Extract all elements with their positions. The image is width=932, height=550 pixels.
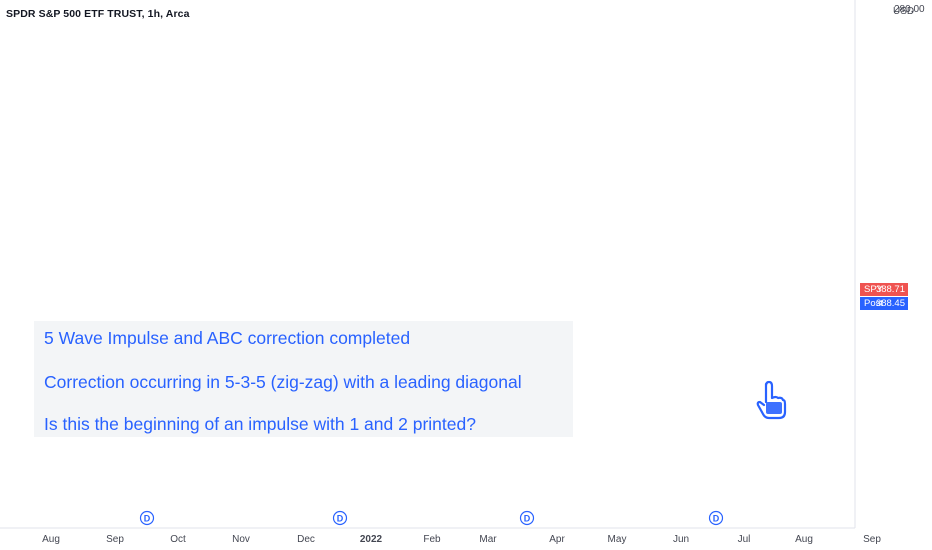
note-line-1: 5 Wave Impulse and ABC correction comple… (44, 328, 411, 348)
note-line-3: Is this the beginning of an impulse with… (44, 414, 476, 434)
last-price-symbol: SPY (864, 284, 884, 295)
x-tick-label: Nov (232, 534, 250, 545)
x-tick-label: Aug (42, 534, 60, 545)
dividend-marker-icon (519, 510, 535, 526)
pointing-hand-shape (756, 380, 787, 420)
last-price-tag: SPY 388.71 (860, 283, 908, 296)
x-tick-label: Dec (297, 534, 315, 545)
pointing-hand-fill (766, 402, 782, 414)
x-tick-label: Jun (673, 534, 689, 545)
x-tick-label: Feb (423, 534, 441, 545)
dividend-marker-letter: D (337, 514, 344, 524)
x-tick-label: Apr (549, 534, 565, 545)
note-line-2: Correction occurring in 5-3-5 (zig-zag) … (44, 372, 522, 392)
pointing-hand-icon (756, 380, 787, 420)
y-tick-label: 280.00 (894, 4, 925, 15)
post-price-tag: Post 388.45 (860, 297, 908, 310)
dividend-marker-icon (332, 510, 348, 526)
x-tick-label: Jul (738, 534, 751, 545)
x-tick-label: Oct (170, 534, 186, 545)
currency-label: USD (893, 6, 914, 17)
dividend-marker-letter: D (713, 514, 720, 524)
last-price-value: 388.71 (875, 284, 905, 295)
dividend-marker-icon (139, 510, 155, 526)
x-tick-label: Aug (795, 534, 813, 545)
dividend-marker-letter: D (144, 514, 151, 524)
x-tick-label: 2022 (360, 534, 383, 545)
post-price-value: 388.45 (875, 298, 905, 309)
dividend-marker-letter: D (524, 514, 531, 524)
x-tick-label: Mar (479, 534, 497, 545)
dividend-marker-icon (708, 510, 724, 526)
x-tick-label: May (608, 534, 627, 545)
chart-title: SPDR S&P 500 ETF TRUST, 1h, Arca (6, 8, 190, 20)
x-tick-label: Sep (863, 534, 881, 545)
annotation-note-box (34, 321, 573, 437)
post-price-label: Post (864, 298, 884, 309)
x-tick-label: Sep (106, 534, 124, 545)
